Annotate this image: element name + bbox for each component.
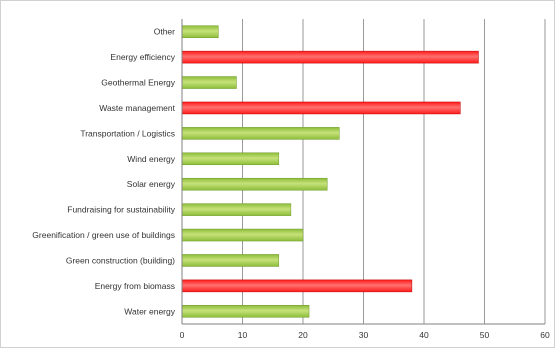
- category-label: Transportation / Logistics: [80, 128, 175, 138]
- category-label: Energy from biomass: [95, 281, 175, 291]
- category-label: Geothermal Energy: [101, 78, 175, 88]
- category-label: Solar energy: [127, 179, 176, 189]
- bar: [181, 25, 219, 38]
- x-tick-label: 40: [419, 330, 429, 340]
- category-label: Green construction (building): [66, 255, 175, 265]
- bar: [181, 127, 340, 140]
- x-tick-label: 60: [540, 330, 550, 340]
- category-labels: Other Energy efficiency Geothermal Energy W…: [32, 27, 175, 317]
- category-label: Energy efficiency: [110, 52, 175, 62]
- bar: [181, 50, 479, 64]
- bar: [181, 76, 237, 89]
- gridlines: [242, 19, 546, 324]
- x-tick-label: 10: [238, 330, 248, 340]
- bars: [181, 25, 479, 318]
- bar: [181, 228, 304, 242]
- bar: [181, 101, 461, 115]
- bar: [181, 152, 280, 166]
- bar: [181, 279, 413, 293]
- category-label: Waste management: [99, 103, 175, 113]
- x-tick-labels: 0 10 20 30 40 50 60: [180, 330, 550, 340]
- category-label: Water energy: [124, 306, 175, 316]
- bar: [181, 203, 292, 216]
- bar: [181, 305, 310, 318]
- x-tick-label: 30: [359, 330, 369, 340]
- category-label: Other: [154, 27, 175, 37]
- x-tick-label: 20: [298, 330, 308, 340]
- x-tick-label: 0: [180, 330, 185, 340]
- x-tick-label: 50: [480, 330, 490, 340]
- category-label: Wind energy: [127, 154, 175, 164]
- bar: [181, 177, 328, 191]
- category-label: Fundraising for sustainability: [67, 205, 175, 215]
- category-label: Greenification / green use of buildings: [32, 230, 175, 240]
- bar: [181, 254, 280, 267]
